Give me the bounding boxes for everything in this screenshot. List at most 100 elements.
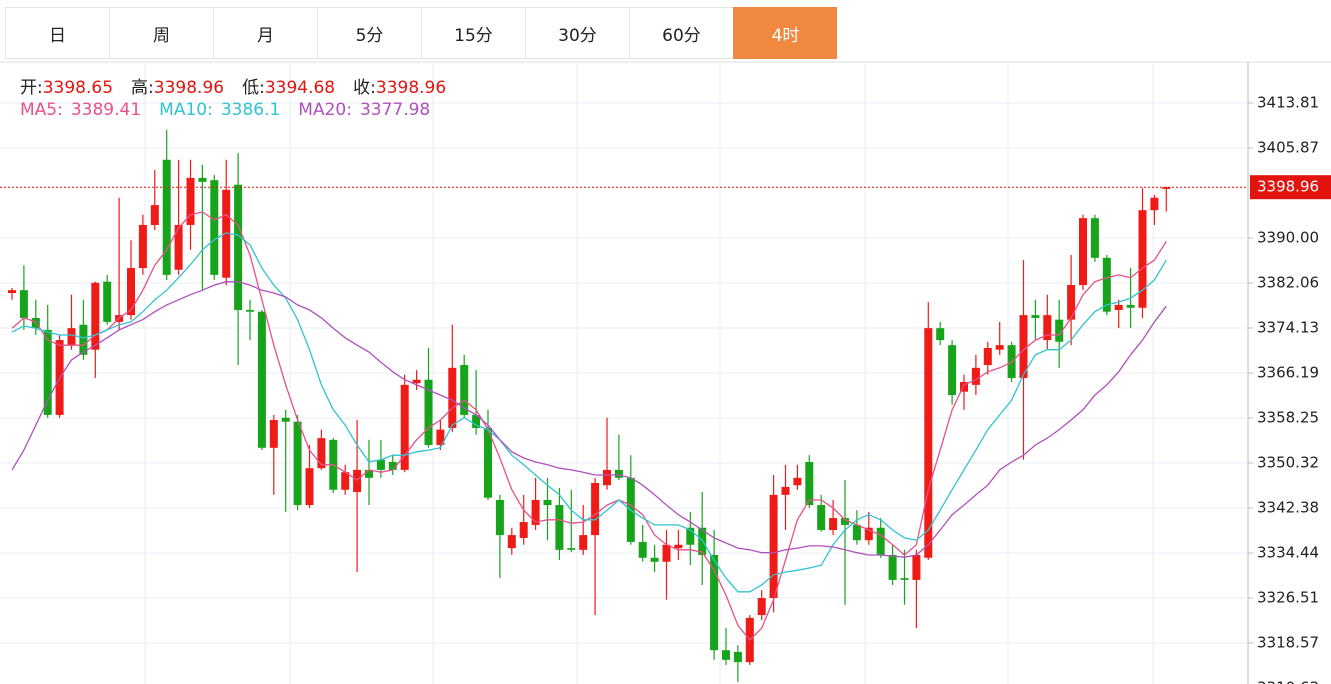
candle-body <box>829 518 838 531</box>
candle-body <box>603 469 611 486</box>
ohlc-label: 收: <box>353 78 376 98</box>
ma-label: MA5: <box>20 100 63 120</box>
candle-body <box>138 224 147 269</box>
y-tick-label: 3326.51 <box>1257 588 1319 606</box>
candle-body <box>1150 197 1159 211</box>
y-tick-label: 3382.06 <box>1257 274 1319 292</box>
candle-body <box>864 527 873 541</box>
candle-body <box>448 367 457 428</box>
y-tick-label: 3366.19 <box>1257 364 1319 382</box>
last-price-box <box>1250 175 1331 200</box>
ohlc-value: 3398.96 <box>375 78 447 98</box>
candle-body <box>507 535 516 549</box>
period-tab[interactable]: 日 <box>5 7 109 59</box>
candle-body <box>412 379 421 384</box>
candle-body <box>638 541 647 558</box>
period-tab[interactable]: 月 <box>213 7 317 59</box>
ohlc-label: 高: <box>131 78 154 98</box>
y-tick-label: 3390.00 <box>1257 228 1319 246</box>
period-tab[interactable]: 5分 <box>317 7 421 59</box>
candle-body <box>888 554 897 580</box>
candle-body <box>900 578 909 580</box>
candle-body <box>983 347 992 366</box>
candle-body <box>567 548 576 550</box>
candle-body <box>662 544 671 562</box>
candle-body <box>305 468 314 506</box>
candle-body <box>19 290 28 318</box>
candle-body <box>103 281 112 322</box>
candle-body <box>376 459 385 470</box>
candle-body <box>686 527 695 545</box>
period-tab[interactable]: 60分 <box>629 7 733 59</box>
y-tick-label: 3350.32 <box>1257 453 1319 471</box>
candle-body <box>281 417 290 422</box>
period-tab[interactable]: 4时 <box>733 7 837 59</box>
candle-body <box>817 505 826 531</box>
candle-body <box>246 310 254 312</box>
candle-body <box>317 438 326 469</box>
candle-body <box>222 189 231 278</box>
candle-body <box>710 554 719 651</box>
candle-body <box>1031 315 1040 318</box>
candle-body <box>960 382 968 392</box>
y-tick-label: 3342.38 <box>1257 499 1319 517</box>
candle-body <box>341 472 350 490</box>
candle-body <box>769 494 778 599</box>
candle-body <box>91 282 100 350</box>
candle-body <box>1102 257 1111 312</box>
candle-body <box>495 499 504 536</box>
candle-body <box>1043 315 1052 341</box>
candle-body <box>971 367 980 385</box>
ma-value: 3386.1 <box>220 100 281 120</box>
candle-body <box>1138 210 1147 308</box>
candle-body <box>472 414 481 428</box>
y-tick-label: 3405.87 <box>1257 139 1319 157</box>
candle-body <box>365 469 373 478</box>
period-tab[interactable]: 周 <box>109 7 213 59</box>
candle-body <box>1055 319 1064 342</box>
candle-body <box>1126 304 1135 308</box>
y-tick-label: 3374.13 <box>1257 318 1319 336</box>
y-tick-label: 3318.57 <box>1257 634 1319 652</box>
candle-body <box>674 544 683 549</box>
candle-body <box>531 499 540 525</box>
ma-line <box>11 232 1167 593</box>
ma-label: MA10: <box>159 100 213 120</box>
candle-body <box>1067 285 1076 320</box>
candle-body <box>650 557 659 562</box>
candle-body <box>543 499 552 506</box>
candle-body <box>948 345 957 396</box>
ohlc-readout: 开:3398.65 高:3398.96 低:3394.68 收:3398.96 <box>20 73 464 98</box>
candle-body <box>269 420 278 448</box>
candle-body <box>591 482 600 536</box>
period-tab[interactable]: 15分 <box>421 7 525 59</box>
ma-value: 3389.41 <box>70 100 142 120</box>
candle-body <box>67 328 76 346</box>
candle-body <box>162 159 171 275</box>
candle-body <box>757 598 766 616</box>
candle-body <box>995 345 1004 350</box>
candle-body <box>198 177 207 182</box>
y-tick-label: 3358.25 <box>1257 409 1319 427</box>
candle-body <box>43 329 52 415</box>
period-tabs: 日周月 5分 15分 30分 60分 4时 <box>5 7 837 60</box>
y-tick-label: 3334.44 <box>1257 544 1319 562</box>
candle-body <box>210 180 219 275</box>
ma-line <box>11 281 1167 558</box>
ohlc-value: 3398.96 <box>153 78 225 98</box>
ma-readout: MA5: 3389.41 MA10: 3386.1 MA20: 3377.98 <box>20 100 448 120</box>
candle-body <box>1079 218 1087 286</box>
candle-body <box>436 429 445 445</box>
period-tab[interactable]: 30分 <box>525 7 629 59</box>
candle-body <box>733 651 742 663</box>
candle-body <box>234 184 243 311</box>
candle-body <box>912 554 921 580</box>
candle-body <box>1090 218 1099 258</box>
candle-body <box>924 328 933 558</box>
candle-body <box>150 205 159 225</box>
candles <box>8 129 1171 682</box>
candle-body <box>841 518 849 525</box>
candle-body <box>805 461 814 506</box>
